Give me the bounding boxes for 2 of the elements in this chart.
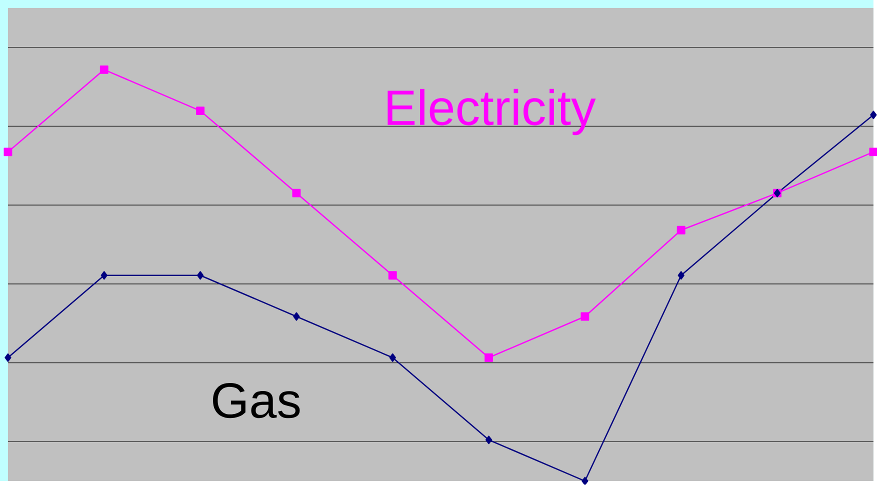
series-label: Gas	[213, 383, 300, 418]
text: Electricity	[388, 89, 596, 136]
